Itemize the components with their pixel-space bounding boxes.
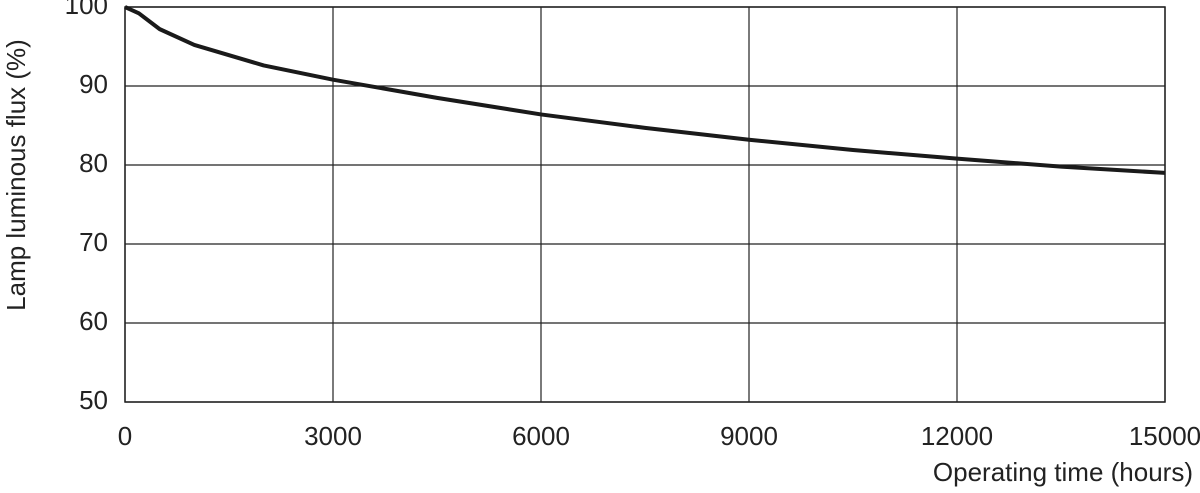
y-tick-label: 60 [79,306,108,336]
x-tick-label: 0 [118,421,132,451]
y-tick-label: 80 [79,148,108,178]
x-tick-label: 3000 [304,421,362,451]
x-axis-label: Operating time (hours) [933,457,1193,487]
plot-frame [124,6,1166,403]
y-tick-label: 70 [79,227,108,257]
y-axis-label: Lamp luminous flux (%) [1,39,31,311]
y-tick-label: 50 [79,385,108,415]
y-tick-label: 100 [65,0,108,20]
x-tick-label: 12000 [921,421,993,451]
x-tick-label: 9000 [720,421,778,451]
x-tick-label: 6000 [512,421,570,451]
y-tick-label: 90 [79,69,108,99]
line [124,5,1166,175]
x-tick-label: 15000 [1129,421,1200,451]
